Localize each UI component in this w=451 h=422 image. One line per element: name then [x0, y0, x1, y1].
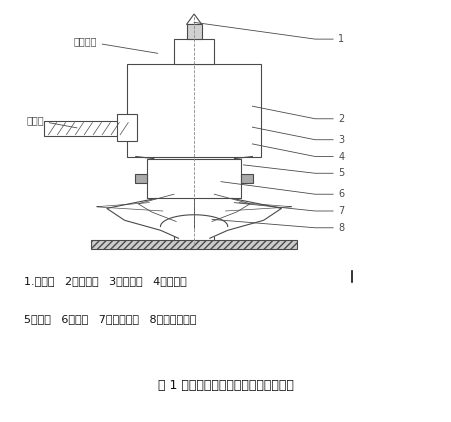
Text: 2: 2	[338, 114, 345, 124]
Text: 7: 7	[338, 206, 345, 216]
Text: 输送绞龙: 输送绞龙	[73, 36, 158, 53]
Bar	[117, 114, 137, 141]
Text: 4: 4	[338, 151, 345, 162]
Bar	[147, 159, 241, 198]
Bar	[44, 121, 127, 136]
Bar	[174, 39, 214, 64]
Text: 1: 1	[338, 34, 345, 44]
Text: 小麦粉: 小麦粉	[26, 115, 77, 128]
Text: 1.吸风口   2内层料筒   3夹带料筒   4夹带机构: 1.吸风口 2内层料筒 3夹带料筒 4夹带机构	[24, 276, 187, 286]
Polygon shape	[187, 14, 202, 24]
Text: 8: 8	[338, 223, 345, 233]
Text: 6: 6	[338, 189, 345, 199]
Text: 5物料流   6包装袋   7诱导空气流   8袋内原有空气: 5物料流 6包装袋 7诱导空气流 8袋内原有空气	[24, 314, 196, 324]
Bar	[91, 240, 297, 249]
Bar	[135, 174, 147, 183]
Text: 图 1 面粉打包秤粉尘的控制结构原理图: 图 1 面粉打包秤粉尘的控制结构原理图	[157, 379, 294, 392]
Text: 5: 5	[338, 168, 345, 178]
Bar	[241, 174, 253, 183]
Text: 3: 3	[338, 135, 345, 145]
Bar	[187, 24, 202, 39]
Bar	[127, 64, 262, 157]
